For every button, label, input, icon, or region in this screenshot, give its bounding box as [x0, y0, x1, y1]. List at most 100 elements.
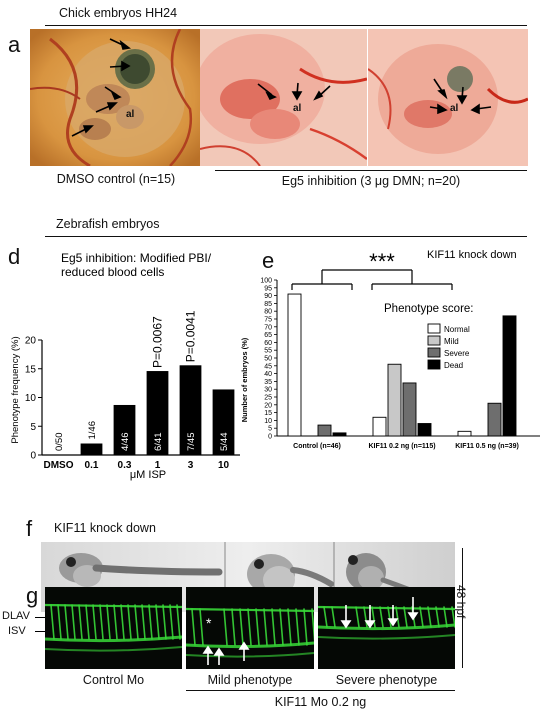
chart-e-legend-swatch	[427, 335, 441, 346]
chart-e-ytick-label: 80	[264, 309, 272, 316]
vessels-control-mo	[45, 587, 182, 669]
chart-e-ytick-label: 15	[264, 410, 272, 417]
dlav-pointer	[35, 617, 45, 618]
chart-e-bar	[287, 293, 302, 437]
chart-e-ytick-label: 30	[264, 387, 272, 394]
chart-e-ytick-label: 70	[264, 324, 272, 331]
chart-e-bar	[457, 430, 472, 437]
panel-label-a: a	[8, 32, 21, 57]
chart-d-title-line1: Eg5 inhibition: Modified PBI/	[61, 251, 212, 265]
panel-f-title: KIF11 knock down	[54, 521, 156, 535]
panel-label-f: f	[26, 516, 33, 541]
chart-d-xtick-label: 0.3	[118, 460, 132, 471]
panel-label-g: g	[26, 583, 39, 608]
caption-eg5-inhibition: Eg5 inhibition (3 μg DMN; n=20)	[281, 174, 461, 188]
chart-e-bar	[317, 424, 332, 437]
chart-e-ytick-label: 25	[264, 395, 272, 402]
chart-e-ytick-label: 95	[264, 285, 272, 292]
chart-e-bar	[332, 432, 347, 437]
chart-d-title-line2: reduced blood cells	[61, 265, 164, 279]
chart-e-ytick-label: 90	[264, 293, 272, 300]
chart-e-legend-entry: Dead	[444, 361, 463, 370]
section-divider-zebrafish	[45, 236, 527, 237]
chart-e-legend-title: Phenotype score:	[384, 303, 474, 315]
chart-e-ylabel: Number of embryos (%)	[240, 337, 249, 422]
chart-e-title: KIF11 knock down	[427, 249, 517, 261]
caption-dmso-control: DMSO control (n=15)	[56, 172, 176, 186]
caption-severe-phenotype: Severe phenotype	[335, 673, 438, 687]
chart-d-pvalue: P=0.0041	[184, 310, 198, 362]
vessels-mild-phenotype: *	[186, 587, 314, 669]
chart-kif11-knockdown: KIF11 knock down *** 0510152025303540455…	[240, 249, 540, 450]
chart-e-bar	[417, 423, 432, 437]
label-isv: ISV	[8, 625, 26, 637]
chart-d-xtick-label: 10	[218, 460, 230, 471]
chart-e-ytick-label: 60	[264, 340, 272, 347]
chart-d-count-label: 7/45	[186, 433, 197, 452]
section-title-chick: Chick embryos HH24	[59, 6, 178, 20]
chart-e-ytick-label: 45	[264, 363, 272, 370]
chart-d-bar	[212, 389, 235, 455]
chart-d-ytick-label: 20	[25, 336, 37, 347]
chart-d-ylabel: Phenotype frequency (%)	[10, 336, 21, 443]
caption-control-mo: Control Mo	[82, 673, 145, 687]
panel-label-d: d	[8, 244, 21, 269]
caption-kif11-mo: KIF11 Mo 0.2 ng	[274, 695, 367, 709]
chart-d-xtick-label: 1	[155, 460, 161, 471]
chart-e-bar	[487, 402, 502, 437]
chart-d-count-label: 1/46	[87, 421, 98, 440]
asterisk-marker: *	[206, 615, 212, 631]
chart-d-bar	[80, 443, 103, 455]
hpf-side-label: 48 hpf	[454, 585, 468, 619]
chart-e-ytick-label: 35	[264, 379, 272, 386]
hpf-divider	[462, 548, 463, 668]
label-dlav: DLAV	[2, 610, 30, 622]
chart-d-xlabel: μM ISP	[130, 469, 166, 481]
chart-e-ytick-label: 75	[264, 317, 272, 324]
al-label: al	[450, 103, 459, 114]
chart-e-xtick-label: KIF11 0.5 ng (n=39)	[455, 443, 519, 450]
significance-bracket	[291, 269, 453, 290]
chart-eg5-phenotype: Eg5 inhibition: Modified PBI/ reduced bl…	[10, 251, 240, 481]
chart-d-bar	[146, 371, 169, 455]
isv-pointer	[35, 631, 45, 632]
chart-e-legend-entry: Severe	[444, 349, 470, 358]
vessels-severe-phenotype	[318, 587, 455, 669]
chart-e-legend-swatch	[427, 347, 441, 358]
al-label: al	[293, 103, 302, 114]
chart-e-ytick-label: 40	[264, 371, 272, 378]
chart-d-pvalue: P=0.0067	[151, 316, 165, 368]
chart-e-ytick-label: 20	[264, 402, 272, 409]
chart-e-ytick-label: 10	[264, 418, 272, 425]
al-label: al	[126, 109, 135, 120]
chart-e-bar	[502, 315, 517, 437]
caption-mild-phenotype: Mild phenotype	[207, 673, 293, 687]
chart-d-xtick-label: 3	[188, 460, 194, 471]
chart-e-ytick-label: 0	[268, 434, 272, 441]
chart-e-ytick-label: 65	[264, 332, 272, 339]
chart-d-count-label: 6/41	[153, 433, 164, 452]
chart-d-xtick-label: 0.1	[85, 460, 99, 471]
chart-e-legend-swatch	[427, 323, 441, 334]
eg5-group-divider	[215, 170, 527, 171]
chart-d-count-label: 4/46	[120, 433, 131, 452]
chart-e-legend-entry: Normal	[444, 325, 470, 334]
chart-e-ytick-label: 55	[264, 348, 272, 355]
chart-e-xtick-label: KIF11 0.2 ng (n=115)	[368, 443, 435, 450]
chart-d-ytick-label: 15	[25, 364, 37, 375]
chart-e-bar	[402, 382, 417, 437]
chick-photo-control: al	[30, 29, 202, 166]
chart-e-xtick-label: Control (n=46)	[293, 443, 341, 450]
chart-e-bar	[387, 363, 402, 437]
chart-e-legend-swatch	[427, 359, 441, 370]
chart-d-bar	[113, 404, 136, 455]
chart-d-xtick-label: DMSO	[44, 460, 74, 471]
panel-label-e: e	[262, 248, 275, 273]
chart-d-ytick-label: 5	[30, 422, 36, 433]
chart-e-bar	[372, 416, 387, 437]
chart-e-ytick-label: 50	[264, 356, 272, 363]
mo-group-divider	[186, 690, 455, 691]
chart-d-count-label: 5/44	[219, 433, 230, 452]
chart-e-ytick-label: 100	[260, 278, 272, 285]
chick-photo-eg5-c: al	[368, 29, 528, 166]
